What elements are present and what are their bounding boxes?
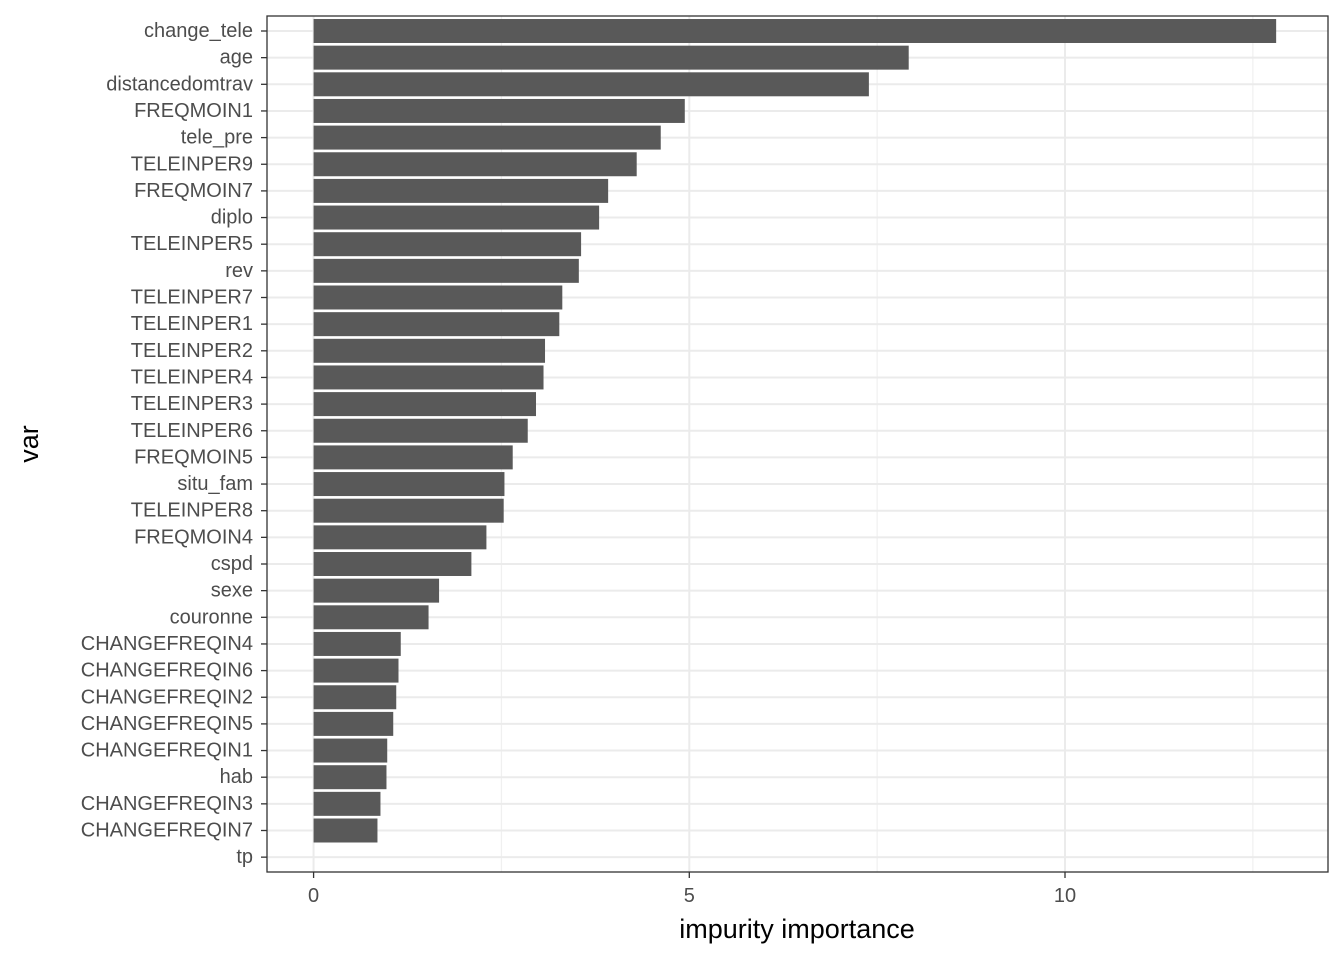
bar-CHANGEFREQIN7 [313, 818, 378, 843]
y-tick-label: CHANGEFREQIN1 [81, 740, 253, 762]
bar-CHANGEFREQIN2 [313, 685, 397, 710]
bar-couronne [313, 605, 429, 630]
bar-TELEINPER4 [313, 365, 544, 390]
y-tick-label: couronne [170, 606, 253, 628]
bar-CHANGEFREQIN1 [313, 738, 388, 763]
bar-hab [313, 765, 387, 790]
y-tick-label: cspd [211, 553, 253, 575]
y-tick-label: CHANGEFREQIN7 [81, 820, 253, 842]
bar-rev [313, 258, 579, 283]
bar-TELEINPER8 [313, 498, 504, 523]
y-tick-label: change_tele [144, 20, 253, 42]
y-tick-label: FREQMOIN1 [134, 100, 253, 122]
bar-change_tele [313, 19, 1277, 43]
bar-cspd [313, 552, 472, 576]
y-tick-label: FREQMOIN5 [134, 446, 253, 468]
bar-FREQMOIN7 [313, 178, 609, 203]
bar-FREQMOIN5 [313, 445, 513, 470]
bar-diplo [313, 205, 600, 230]
bar-CHANGEFREQIN3 [313, 791, 381, 816]
y-tick-label: TELEINPER3 [131, 393, 253, 415]
x-axis: 0 5 10 [308, 872, 1076, 907]
bar-situ_fam [313, 472, 505, 497]
bar-CHANGEFREQIN5 [313, 711, 394, 736]
y-tick-label: TELEINPER9 [131, 153, 253, 175]
y-tick-label: TELEINPER6 [131, 420, 253, 442]
y-tick-label: CHANGEFREQIN2 [81, 686, 253, 708]
bar-TELEINPER7 [313, 285, 563, 310]
x-tick-label: 0 [308, 885, 319, 907]
x-axis-title: impurity importance [679, 914, 915, 944]
y-tick-label: tele_pre [181, 127, 253, 149]
bar-TELEINPER3 [313, 392, 537, 417]
x-tick-label: 10 [1054, 885, 1076, 907]
bars [313, 19, 1277, 843]
x-tick-label: 5 [684, 885, 695, 907]
y-tick-label: TELEINPER7 [131, 287, 253, 309]
bar-TELEINPER1 [313, 312, 560, 337]
y-tick-label: tp [236, 846, 253, 868]
bar-tele_pre [313, 125, 661, 150]
y-tick-label: FREQMOIN7 [134, 180, 253, 202]
bar-sexe [313, 578, 440, 603]
bar-CHANGEFREQIN4 [313, 631, 401, 656]
y-tick-label: TELEINPER5 [131, 233, 253, 255]
bar-age [313, 45, 909, 70]
bar-FREQMOIN1 [313, 98, 685, 123]
y-axis-title: var [14, 425, 44, 463]
bar-TELEINPER5 [313, 232, 582, 257]
y-tick-label: age [220, 47, 253, 69]
bar-TELEINPER2 [313, 338, 546, 363]
bar-distancedomtrav [313, 72, 869, 97]
y-tick-label: CHANGEFREQIN5 [81, 713, 253, 735]
y-tick-label: rev [225, 260, 253, 282]
y-tick-label: hab [220, 766, 253, 788]
y-tick-label: situ_fam [177, 473, 253, 495]
y-tick-label: TELEINPER1 [131, 313, 253, 335]
y-tick-label: distancedomtrav [106, 73, 253, 95]
y-tick-label: TELEINPER8 [131, 500, 253, 522]
y-tick-label: CHANGEFREQIN4 [81, 633, 253, 655]
bar-TELEINPER9 [313, 152, 637, 177]
y-tick-label: TELEINPER2 [131, 340, 253, 362]
y-tick-label: sexe [211, 580, 253, 602]
y-tick-label: TELEINPER4 [131, 366, 253, 388]
bar-CHANGEFREQIN6 [313, 658, 399, 683]
bar-FREQMOIN4 [313, 525, 487, 550]
y-tick-label: CHANGEFREQIN3 [81, 793, 253, 815]
plot-border [266, 15, 1329, 873]
y-tick-label: FREQMOIN4 [134, 526, 253, 548]
bar-TELEINPER6 [313, 418, 528, 443]
y-tick-label: diplo [211, 207, 253, 229]
y-tick-label: CHANGEFREQIN6 [81, 660, 253, 682]
